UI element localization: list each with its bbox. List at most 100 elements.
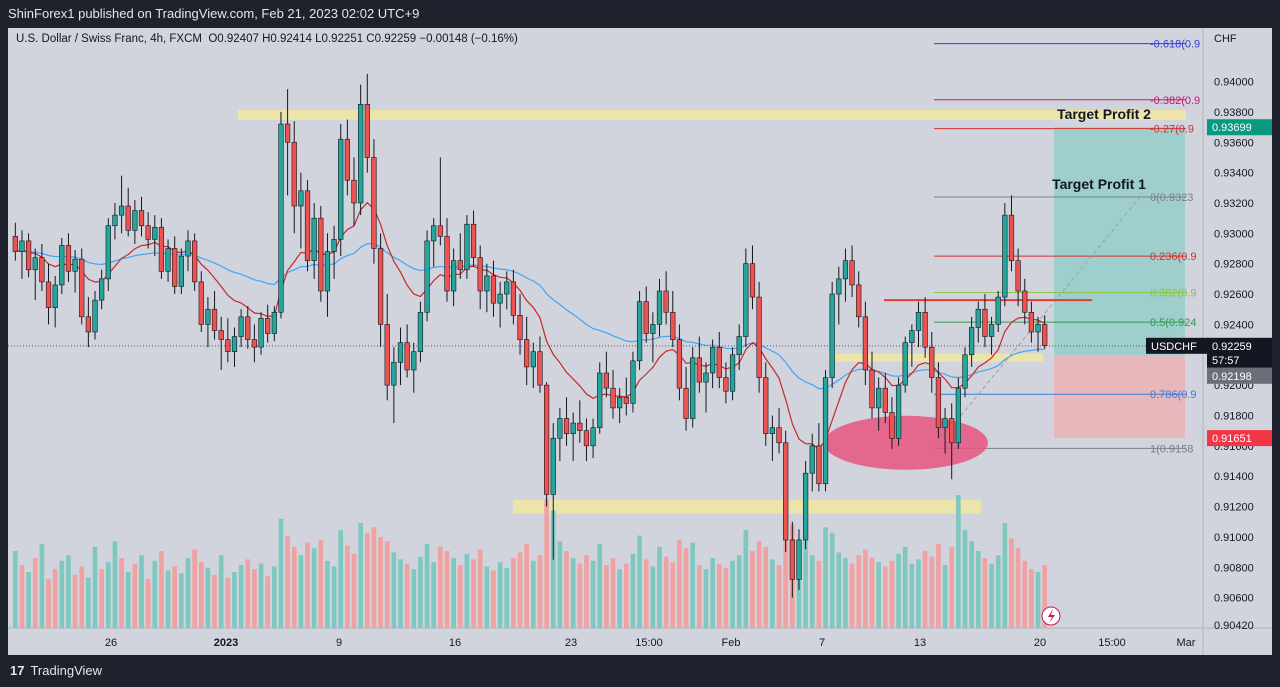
volume-bar [617,569,622,628]
volume-bar [975,551,981,628]
volume-bar [391,552,397,628]
price-chart[interactable]: -0.618(0.9 -0.382(0.9 -0.27(0.9 0(0.9323 0.2… [8,28,1272,655]
candle-body [962,354,968,389]
x-tick-label: Feb [722,637,741,649]
volume-bar [823,527,828,628]
candle-body [19,240,25,252]
candle-body [145,225,151,240]
volume-bar [829,532,835,628]
fib-level-label: -0.618(0.9 [1150,39,1200,51]
candle-body [530,351,536,368]
y-tick-label: 0.93800 [1214,107,1254,119]
volume-bar [66,555,71,628]
currency-label: CHF [1214,33,1237,45]
candle-body [477,257,483,292]
volume-bar [145,579,151,628]
fib-level-label: 0.236(0.9 [1150,251,1196,263]
volume-bar [285,535,290,628]
footer-brand: TradingView [30,663,103,678]
volume-bar [86,577,91,628]
zone-support [513,499,981,514]
volume-bar [697,565,702,628]
volume-bar [464,553,470,628]
candle-body [982,308,988,337]
y-tick-label: 0.92400 [1214,319,1254,331]
candle-body [437,225,443,237]
volume-bar [364,532,370,628]
volume-bar [524,544,529,628]
volume-bar [79,566,85,628]
candle-body [1022,290,1028,313]
candle-body [311,217,317,261]
volume-bar [13,551,18,628]
candle-body [743,263,749,337]
volume-bar [597,544,603,628]
candle-body [338,138,344,240]
candle-body [178,255,184,287]
candle-body [909,330,915,343]
x-tick-label: 9 [336,637,342,649]
candle-body [836,278,842,295]
fib-level-label: 0.786(0.9 [1150,389,1196,401]
candle-body [802,472,809,541]
volume-bar [298,555,304,628]
candle-body [736,336,742,356]
candle-body [92,299,98,333]
flash-icon-bolt [1048,609,1055,623]
volume-bar [159,551,164,628]
volume-bar [418,556,423,628]
candle-body [656,290,663,325]
volume-bar [119,558,124,628]
x-tick-label: 23 [565,637,577,649]
candle-body [497,293,503,304]
volume-bar [152,560,158,628]
candle-body [809,445,815,474]
zone-resistance [238,109,1186,120]
symbol-line: U.S. Dollar / Swiss Franc, 4h, FXCM O0.9… [16,33,518,45]
candle-body [703,372,709,383]
volume-bar [956,495,961,628]
volume-bar [384,541,390,628]
candle-body [284,123,291,143]
candle-body [643,301,649,334]
candle-body [32,257,38,271]
y-tick-label: 0.91800 [1214,410,1254,422]
volume-bar [544,499,549,628]
volume-bar [763,546,769,628]
candles [12,73,1048,598]
chart-area[interactable]: -0.618(0.9 -0.382(0.9 -0.27(0.9 0(0.9323 0.2… [8,28,1272,655]
volume-bar [112,541,118,628]
volume-bar [198,562,204,628]
candle-body [922,311,928,348]
candle-body [729,354,736,392]
candle-body [65,245,72,272]
volume-bar [218,555,224,628]
candle-body [636,301,643,362]
volume-bar [431,562,437,628]
candle-body [404,342,410,371]
countdown-text: 57:57 [1212,355,1240,367]
candle-body [796,539,802,580]
candle-body [630,360,636,404]
candle-body [424,240,430,313]
x-tick-label: 15:00 [635,637,663,649]
candle-body [670,311,676,340]
volume-bar [723,567,729,628]
fib-level-label: 0.5(0.924 [1150,317,1196,329]
volume-bar [139,555,144,628]
candle-body [849,260,855,286]
candle-body [663,290,669,313]
volume-bar [497,562,503,628]
volume-bar [451,558,456,628]
volume-bar [1002,523,1008,628]
volume-bar [809,555,815,628]
x-tick-label: 2023 [214,637,238,649]
volume-bar [896,553,901,628]
volume-bar [730,560,735,628]
candle-body [1008,214,1015,261]
fib-level-label: 0.382(0.9 [1150,288,1196,300]
candle-body [324,251,331,292]
volume-bar [922,551,928,628]
volume-bar [278,518,284,628]
